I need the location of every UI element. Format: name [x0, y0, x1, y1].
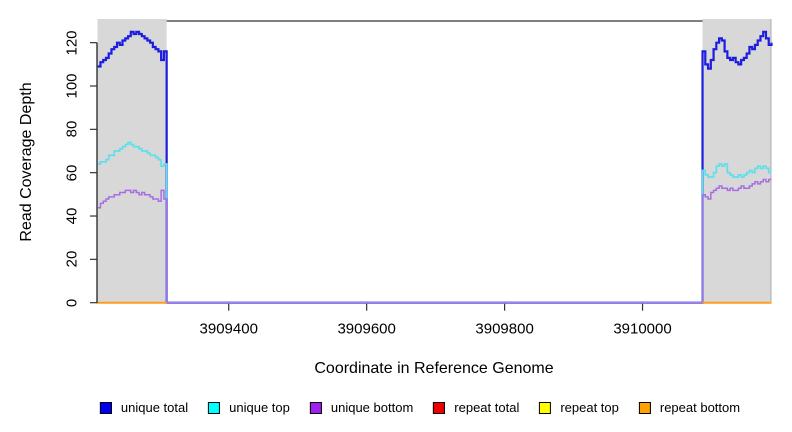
- x-axis-title: Coordinate in Reference Genome: [314, 360, 554, 377]
- y-tick-label: 60: [63, 164, 81, 182]
- legend-swatch-repeat-top-icon: [539, 401, 552, 414]
- legend-label: repeat top: [560, 400, 619, 415]
- legend-item-unique-bottom: unique bottom: [309, 400, 414, 415]
- series-line-unique-total: [97, 30, 773, 304]
- legend-swatch-unique-top-icon: [208, 401, 221, 414]
- legend-swatch-unique-total-icon: [99, 401, 112, 414]
- y-tick-label: 0: [63, 298, 81, 307]
- shaded-region: [702, 19, 772, 303]
- legend-label: unique top: [229, 400, 290, 415]
- series-line-unique-bottom: [97, 178, 772, 304]
- y-tick-label: 40: [63, 207, 81, 225]
- legend-label: unique total: [120, 400, 189, 415]
- series-line-unique-top: [97, 141, 772, 304]
- y-tick-label: 120: [63, 30, 81, 56]
- y-tick-label: 100: [63, 73, 81, 99]
- legend-label: unique bottom: [330, 400, 414, 415]
- x-tick-label: 3909800: [475, 320, 534, 338]
- legend-swatch-repeat-bottom-icon: [638, 401, 651, 414]
- legend-item-unique-total: unique total: [99, 400, 189, 415]
- x-tick-label: 3910000: [613, 320, 672, 338]
- x-tick-label: 3909400: [199, 320, 258, 338]
- legend-item-repeat-total: repeat total: [433, 401, 519, 414]
- legend-item-repeat-bottom: repeat bottom: [638, 400, 741, 415]
- legend-item-unique-top: unique top: [208, 401, 290, 414]
- legend-swatch-unique-bottom-icon: [309, 401, 322, 414]
- legend: unique total unique top unique bottom repea…: [99, 400, 741, 415]
- y-axis-title: Read Coverage Depth: [18, 82, 35, 242]
- legend-swatch-repeat-total-icon: [433, 401, 446, 414]
- legend-item-repeat-top: repeat top: [539, 401, 619, 414]
- y-tick-label: 20: [63, 251, 81, 268]
- legend-label: repeat total: [454, 400, 520, 415]
- shaded-region: [97, 19, 167, 303]
- legend-label: repeat bottom: [659, 400, 741, 415]
- x-tick-label: 3909600: [337, 320, 396, 338]
- y-tick-label: 80: [63, 121, 81, 138]
